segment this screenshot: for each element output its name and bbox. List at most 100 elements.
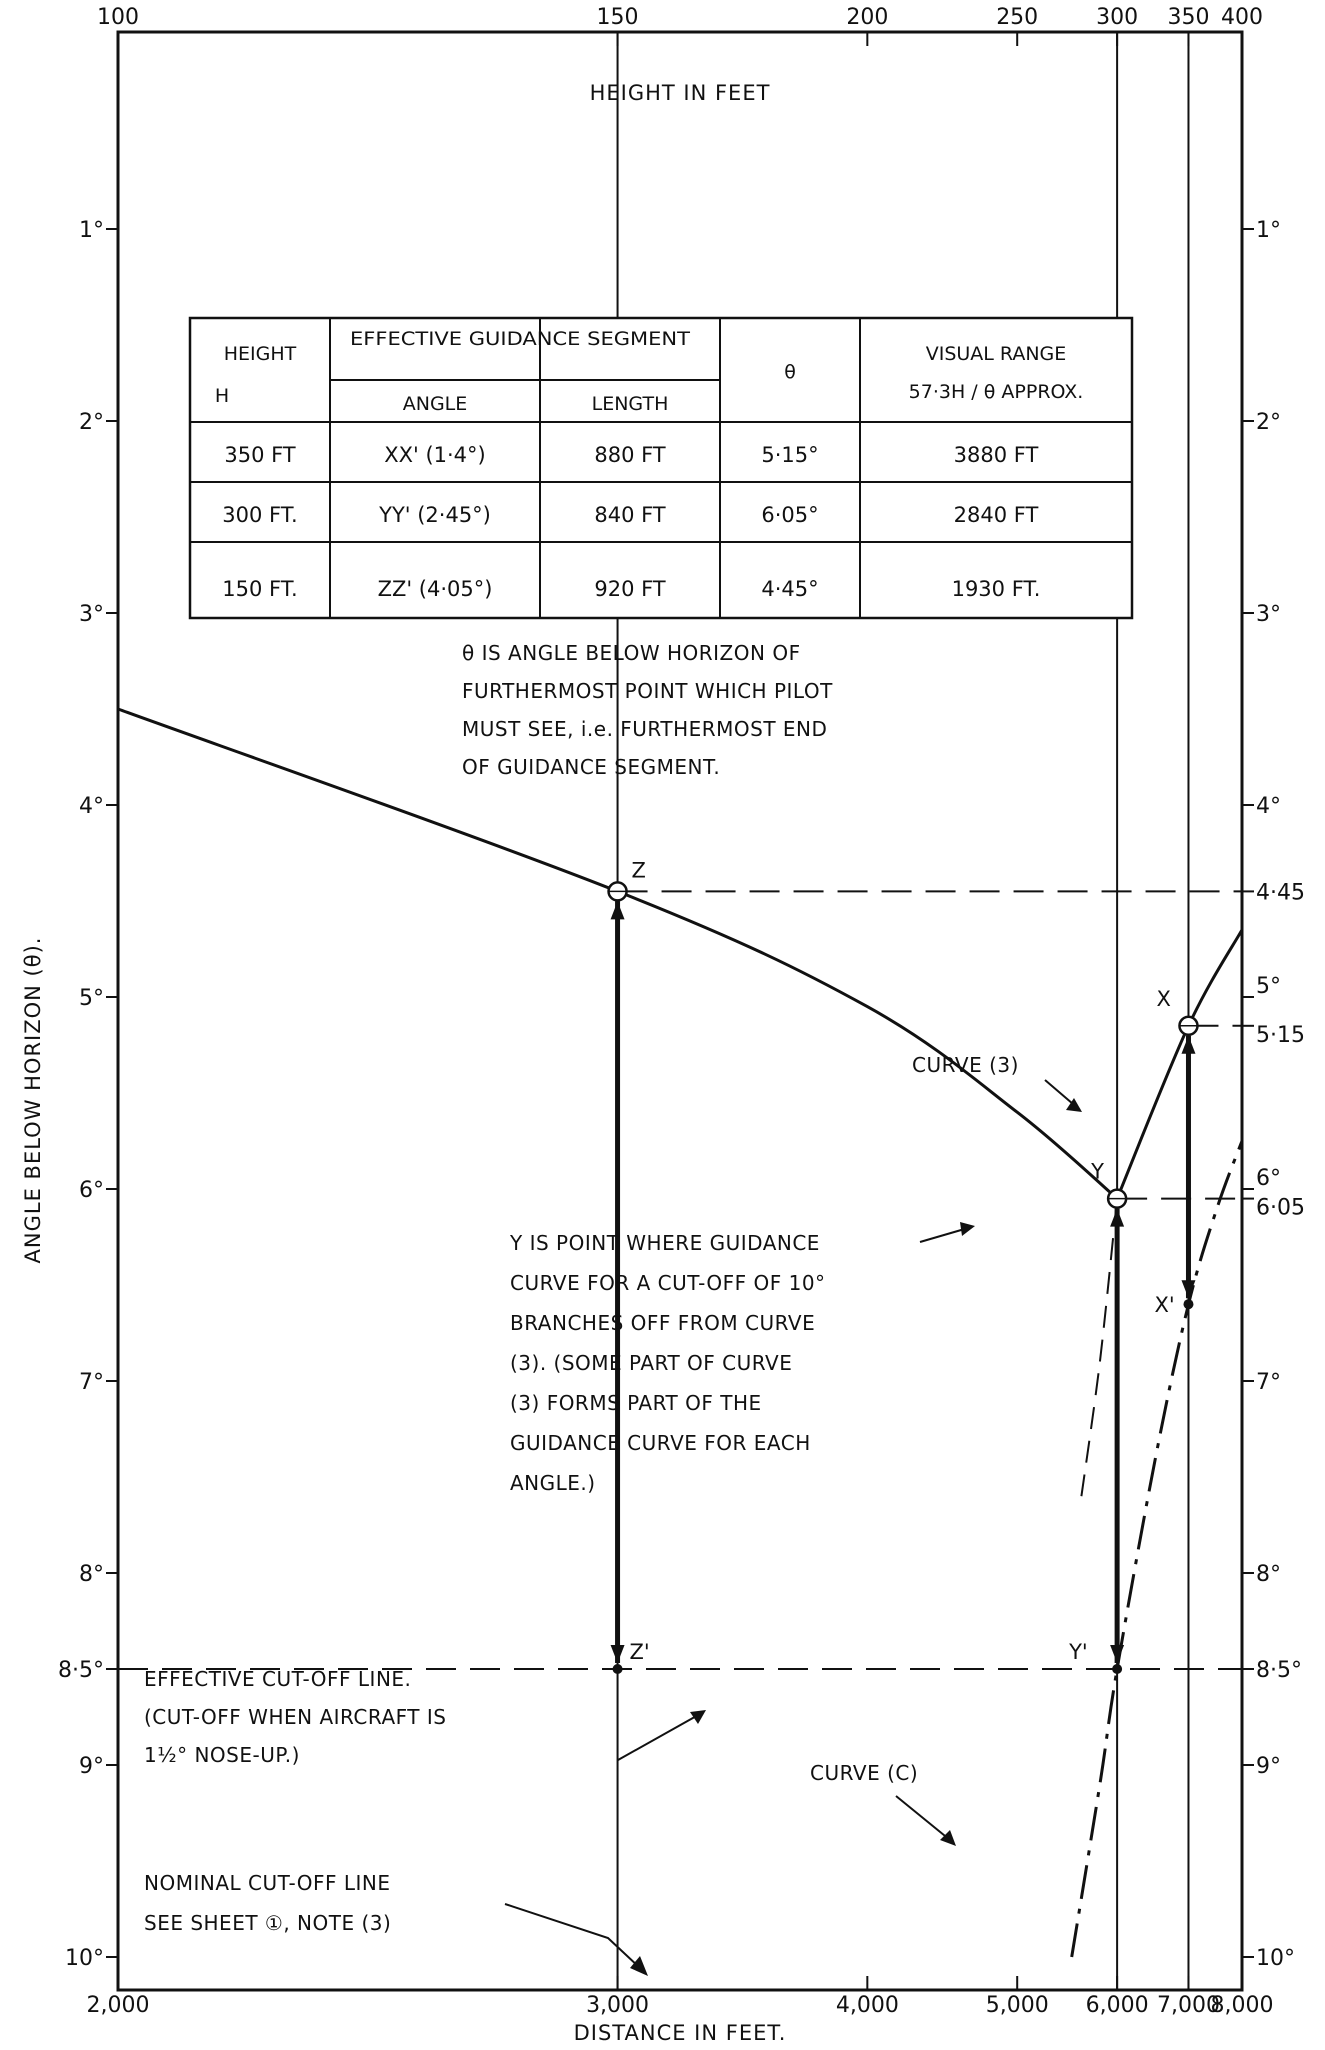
y-tick-label-right: 6° bbox=[1256, 1166, 1281, 1191]
arrow-head bbox=[690, 1710, 706, 1724]
y-note-line: BRANCHES OFF FROM CURVE bbox=[510, 1311, 815, 1335]
point-label: Y bbox=[1090, 1160, 1104, 1184]
y-axis-label: ANGLE BELOW HORIZON (θ). bbox=[21, 937, 45, 1264]
top-tick-label: 150 bbox=[597, 5, 639, 30]
y-note-line: (3) FORMS PART OF THE bbox=[510, 1391, 762, 1415]
y-tick-label-left: 9° bbox=[79, 1754, 104, 1779]
y-tick-label-left: 8° bbox=[79, 1562, 104, 1587]
chart-title: HEIGHT IN FEET bbox=[590, 81, 771, 105]
y-note-line: CURVE FOR A CUT-OFF OF 10° bbox=[510, 1271, 826, 1295]
summary-table bbox=[188, 316, 1134, 620]
arrow-head bbox=[960, 1222, 975, 1236]
point-marker bbox=[1183, 1299, 1194, 1310]
top-tick-label: 300 bbox=[1096, 5, 1138, 30]
y-tick-label-left: 1° bbox=[79, 218, 104, 243]
arrow-head bbox=[630, 1956, 648, 1976]
cutoff-note-leader bbox=[617, 1713, 701, 1761]
y-tick-label-right: 8° bbox=[1256, 1562, 1281, 1587]
table-cell: XX' (1·4°) bbox=[384, 443, 486, 467]
plot-frame bbox=[116, 30, 1244, 1992]
y-tick-label-left: 4° bbox=[79, 794, 104, 819]
x-tick-label: 2,000 bbox=[87, 1993, 150, 2018]
x-tick-label: 3,000 bbox=[586, 1993, 649, 2018]
arrow-head bbox=[1066, 1098, 1082, 1112]
theta-note-line: OF GUIDANCE SEGMENT. bbox=[462, 755, 720, 779]
table-cell: 3880 FT bbox=[954, 443, 1039, 467]
arrow-head bbox=[610, 1645, 625, 1663]
y-tick-label-left: 7° bbox=[79, 1370, 104, 1395]
y-tick-label-right: 4° bbox=[1256, 794, 1281, 819]
table-cell: ZZ' (4·05°) bbox=[378, 577, 493, 601]
arrow-head bbox=[940, 1830, 956, 1846]
cutoff-note-line: EFFECTIVE CUT-OFF LINE. bbox=[144, 1667, 411, 1691]
y-tick-label-right: 10° bbox=[1256, 1946, 1295, 1971]
curve-3 bbox=[1115, 929, 1244, 1200]
curve-c-label: CURVE (C) bbox=[810, 1761, 918, 1785]
x-tick-label: 6,000 bbox=[1086, 1993, 1149, 2018]
nominal-note-leader bbox=[504, 1903, 641, 1969]
y-tick-label-right: 3° bbox=[1256, 602, 1281, 627]
arrow-head bbox=[610, 901, 625, 920]
y-note-leader bbox=[919, 1227, 969, 1243]
theta-note-line: θ IS ANGLE BELOW HORIZON OF bbox=[462, 641, 801, 665]
table-header-height: HEIGHT bbox=[224, 343, 297, 365]
top-tick-label: 350 bbox=[1167, 5, 1209, 30]
arrow-head bbox=[1110, 1208, 1125, 1227]
table-cell: 150 FT. bbox=[222, 577, 297, 601]
table-cell: 880 FT bbox=[594, 443, 665, 467]
guidance-curve bbox=[117, 707, 1119, 1200]
curve-c bbox=[1070, 1140, 1244, 1958]
top-tick-label: 250 bbox=[996, 5, 1038, 30]
table-header-segment: EFFECTIVE GUIDANCE SEGMENT bbox=[350, 328, 690, 350]
point-label: Z' bbox=[630, 1640, 650, 1664]
y-tick-label-left: 5° bbox=[79, 986, 104, 1011]
table-header-angle: ANGLE bbox=[403, 393, 468, 415]
table-header-length: LENGTH bbox=[592, 393, 669, 415]
theta-note-line: MUST SEE, i.e. FURTHERMOST END bbox=[462, 717, 827, 741]
y-tick-label-right: 2° bbox=[1256, 410, 1281, 435]
table-cell: 300 FT. bbox=[222, 503, 297, 527]
x-axis-label: DISTANCE IN FEET. bbox=[574, 2021, 787, 2045]
cutoff-note-line: (CUT-OFF WHEN AIRCRAFT IS bbox=[144, 1705, 446, 1729]
x-tick-label: 8,000 bbox=[1211, 1993, 1274, 2018]
y-tick-label-left: 6° bbox=[79, 1178, 104, 1203]
y-tick-label-right: 8·5° bbox=[1256, 1658, 1302, 1683]
point-label: Y' bbox=[1068, 1640, 1088, 1664]
table-cell: 4·45° bbox=[761, 577, 818, 601]
y-tick-label-right: 9° bbox=[1256, 1754, 1281, 1779]
arrow-head bbox=[1110, 1645, 1125, 1663]
x-tick-label: 4,000 bbox=[836, 1993, 899, 2018]
table-cell: YY' (2·45°) bbox=[378, 503, 491, 527]
dashed-branch-curve bbox=[1080, 1198, 1119, 1497]
top-tick-label: 200 bbox=[846, 5, 888, 30]
y-tick-label-right: 5° bbox=[1256, 974, 1281, 999]
table-cell: 5·15° bbox=[761, 443, 818, 467]
arrow-head bbox=[1181, 1280, 1196, 1299]
y-note-line: (3). (SOME PART OF CURVE bbox=[510, 1351, 792, 1375]
point-label: Z bbox=[632, 858, 646, 882]
y-tick-label-right: 1° bbox=[1256, 218, 1281, 243]
point-label: X bbox=[1156, 987, 1170, 1011]
top-tick-label: 400 bbox=[1221, 5, 1263, 30]
table-header-theta: θ bbox=[784, 361, 796, 383]
y-tick-label-right: 6·05 bbox=[1256, 1196, 1305, 1221]
table-cell: 6·05° bbox=[761, 503, 818, 527]
curve-3-label: CURVE (3) bbox=[912, 1053, 1019, 1077]
table-cell: 920 FT bbox=[594, 577, 665, 601]
table-cell: 1930 FT. bbox=[952, 577, 1041, 601]
y-tick-label-left: 3° bbox=[79, 602, 104, 627]
table-cell: 2840 FT bbox=[954, 503, 1039, 527]
point-marker bbox=[612, 1664, 623, 1674]
y-tick-label-right: 5·15 bbox=[1256, 1023, 1305, 1048]
y-note-line: ANGLE.) bbox=[510, 1471, 596, 1495]
y-tick-label-left: 8·5° bbox=[58, 1658, 104, 1683]
point-label: X' bbox=[1154, 1293, 1174, 1317]
nominal-note-line: SEE SHEET ①, NOTE (3) bbox=[144, 1911, 391, 1935]
table-header-visual: VISUAL RANGE bbox=[926, 343, 1067, 365]
cutoff-note-line: 1½° NOSE-UP.) bbox=[144, 1743, 300, 1767]
theta-note-line: FURTHERMOST POINT WHICH PILOT bbox=[462, 679, 833, 703]
arrow-head bbox=[1181, 1035, 1196, 1054]
y-tick-label-right: 4·45 bbox=[1256, 880, 1305, 905]
y-note-line: Y IS POINT WHERE GUIDANCE bbox=[509, 1231, 820, 1255]
